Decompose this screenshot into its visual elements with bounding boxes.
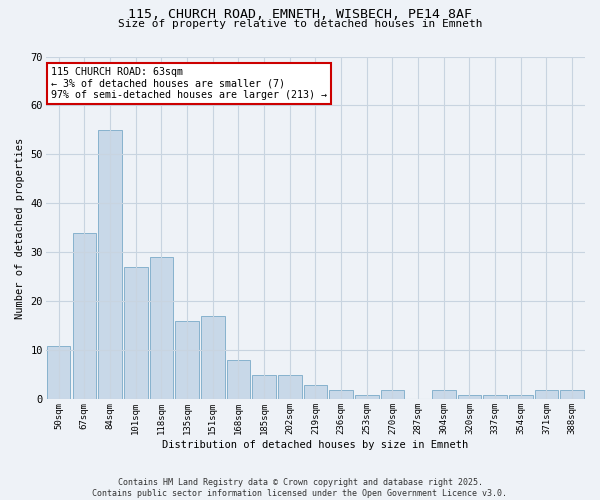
Text: Size of property relative to detached houses in Emneth: Size of property relative to detached ho… bbox=[118, 19, 482, 29]
Bar bbox=[73, 233, 96, 400]
Bar bbox=[175, 321, 199, 400]
Bar bbox=[227, 360, 250, 400]
Text: 115, CHURCH ROAD, EMNETH, WISBECH, PE14 8AF: 115, CHURCH ROAD, EMNETH, WISBECH, PE14 … bbox=[128, 8, 472, 20]
Bar bbox=[124, 267, 148, 400]
Bar bbox=[47, 346, 70, 400]
Bar bbox=[560, 390, 584, 400]
Bar bbox=[201, 316, 224, 400]
Bar bbox=[535, 390, 558, 400]
Text: Contains HM Land Registry data © Crown copyright and database right 2025.
Contai: Contains HM Land Registry data © Crown c… bbox=[92, 478, 508, 498]
Bar bbox=[458, 394, 481, 400]
Bar bbox=[329, 390, 353, 400]
Bar bbox=[484, 394, 507, 400]
Bar bbox=[98, 130, 122, 400]
Text: 115 CHURCH ROAD: 63sqm
← 3% of detached houses are smaller (7)
97% of semi-detac: 115 CHURCH ROAD: 63sqm ← 3% of detached … bbox=[51, 67, 327, 100]
Y-axis label: Number of detached properties: Number of detached properties bbox=[15, 138, 25, 318]
Bar bbox=[149, 258, 173, 400]
X-axis label: Distribution of detached houses by size in Emneth: Distribution of detached houses by size … bbox=[162, 440, 469, 450]
Bar bbox=[355, 394, 379, 400]
Bar bbox=[252, 375, 276, 400]
Bar bbox=[380, 390, 404, 400]
Bar bbox=[509, 394, 533, 400]
Bar bbox=[278, 375, 302, 400]
Bar bbox=[432, 390, 455, 400]
Bar bbox=[304, 384, 327, 400]
